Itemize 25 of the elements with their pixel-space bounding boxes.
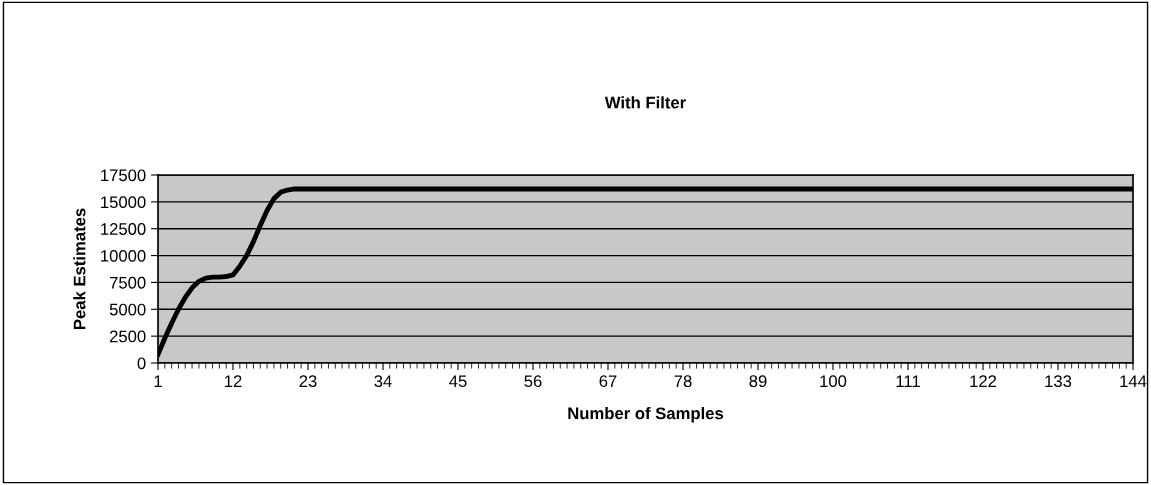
y-tick-label: 2500 — [109, 330, 146, 343]
x-tick-label: 23 — [299, 375, 317, 388]
x-tick-label: 67 — [599, 375, 617, 388]
x-tick-label: 89 — [749, 375, 767, 388]
x-tick-label: 111 — [896, 375, 920, 387]
x-tick-label: 1 — [154, 375, 162, 387]
x-tick-label: 12 — [225, 375, 242, 387]
x-tick-label: 78 — [674, 375, 692, 388]
y-tick-label: 0 — [137, 357, 146, 370]
x-tick-label: 45 — [449, 375, 467, 388]
y-tick-label: 10000 — [101, 249, 146, 262]
x-tick-label: 122 — [970, 375, 997, 387]
x-tick-label: 56 — [524, 375, 542, 388]
x-tick-label: 144 — [1120, 375, 1147, 387]
x-tick-label: 34 — [374, 375, 392, 388]
x-axis-title: Number of Samples — [568, 407, 724, 423]
chart-title: With Filter — [604, 96, 686, 109]
y-tick-label: 12500 — [101, 223, 146, 235]
y-tick-label: 7500 — [109, 276, 146, 289]
y-tick-label: 17500 — [101, 169, 146, 182]
y-tick-label: 15000 — [101, 196, 146, 209]
x-tick-label: 100 — [820, 375, 847, 388]
y-axis-title: Peak Estimates — [73, 208, 86, 330]
y-tick-label: 5000 — [109, 303, 146, 316]
x-tick-label: 133 — [1045, 375, 1072, 388]
